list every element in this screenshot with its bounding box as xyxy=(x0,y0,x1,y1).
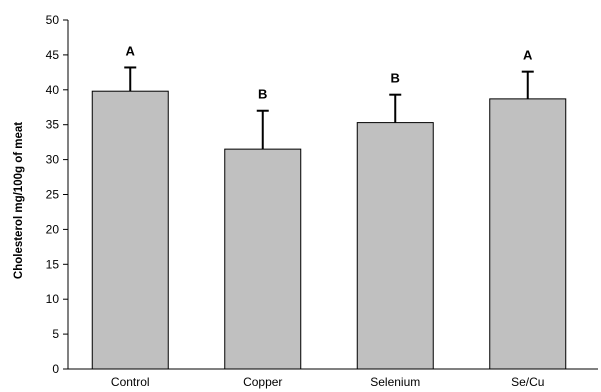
y-tick-label: 50 xyxy=(46,13,60,27)
y-tick-label: 15 xyxy=(46,257,60,271)
significance-labels: A B B A xyxy=(126,43,534,101)
y-tick-label: 30 xyxy=(46,153,60,167)
y-tick-label: 5 xyxy=(52,327,59,341)
y-tick-label: 10 xyxy=(46,292,60,306)
y-tick-label: 20 xyxy=(46,222,60,236)
y-axis-label: Cholesterol mg/100g of meat xyxy=(13,122,25,279)
bars xyxy=(91,90,567,370)
bar-selenium xyxy=(356,122,434,370)
x-tick-label: Se/Cu xyxy=(511,375,544,389)
bar-control xyxy=(91,90,169,370)
y-tick-label: 35 xyxy=(46,118,60,132)
y-tick-label: 25 xyxy=(46,188,60,202)
error-bars xyxy=(124,66,534,150)
y-ticks: 0 5 10 15 20 25 30 35 40 45 50 xyxy=(46,13,68,376)
x-tick-label: Control xyxy=(111,375,150,389)
x-tick-label: Selenium xyxy=(370,375,420,389)
x-tick-label: Copper xyxy=(243,375,282,389)
y-tick-label: 0 xyxy=(52,362,59,376)
significance-letter: A xyxy=(126,43,136,58)
category-labels: Control Copper Selenium Se/Cu xyxy=(111,375,545,389)
significance-letter: A xyxy=(523,48,533,63)
y-tick-label: 40 xyxy=(46,83,60,97)
bar-se-cu xyxy=(489,98,567,370)
y-tick-label: 45 xyxy=(46,48,60,62)
bar-copper xyxy=(224,148,302,370)
significance-letter: B xyxy=(258,87,267,102)
significance-letter: B xyxy=(391,71,400,86)
